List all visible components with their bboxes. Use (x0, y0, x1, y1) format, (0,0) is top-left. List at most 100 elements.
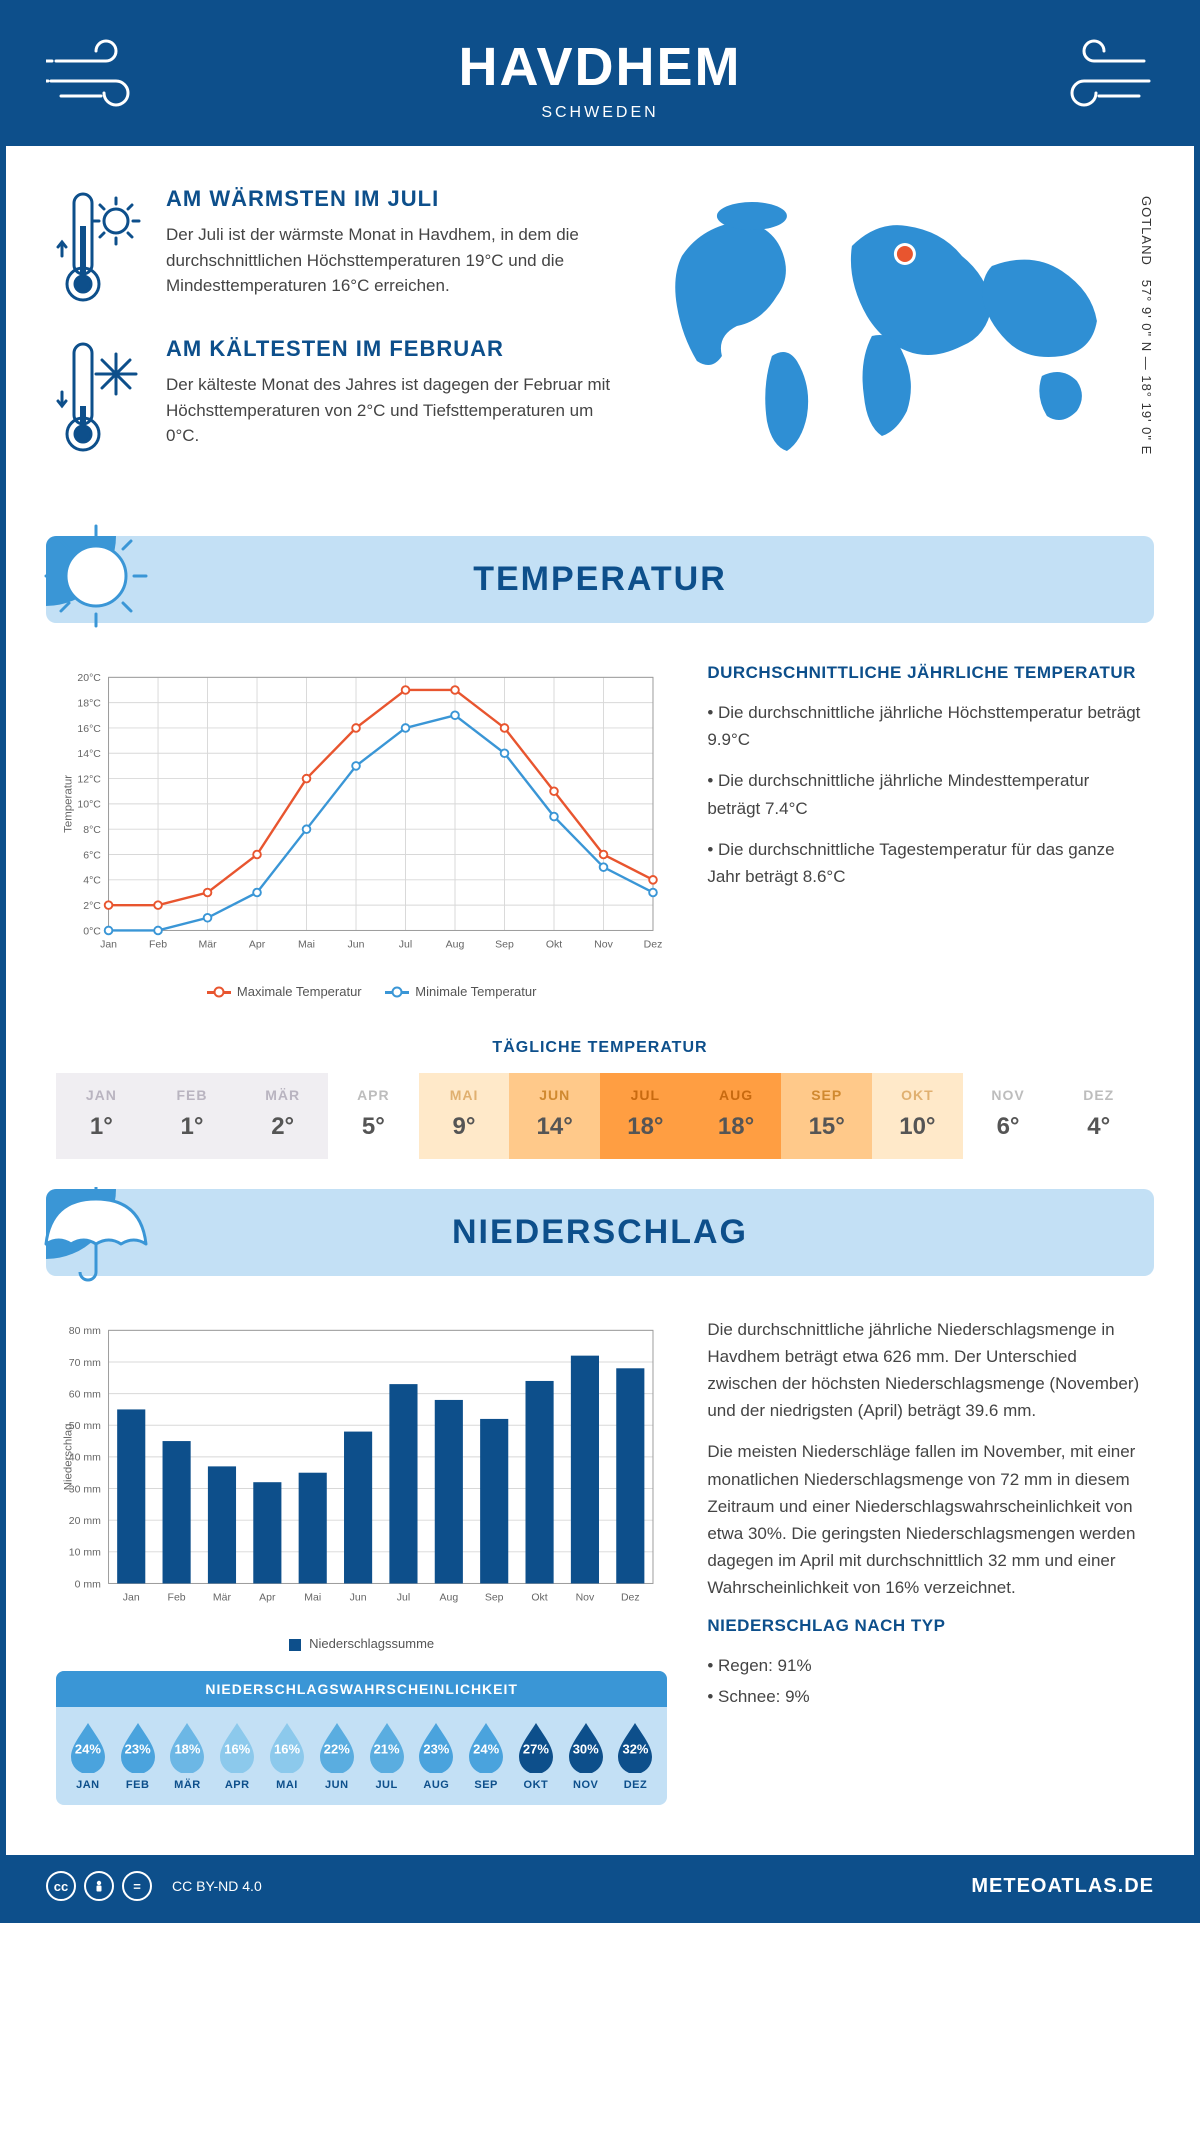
svg-text:Aug: Aug (439, 1591, 458, 1603)
svg-text:Niederschlag: Niederschlag (62, 1423, 74, 1490)
raindrop-icon: 16% (266, 1721, 308, 1773)
svg-text:Apr: Apr (259, 1591, 276, 1603)
daily-temp-cell: FEB1° (147, 1073, 238, 1159)
precip-type-bullet: • Regen: 91% (707, 1652, 1144, 1679)
page-footer: cc = CC BY-ND 4.0 METEOATLAS.DE (6, 1855, 1194, 1917)
svg-text:Jan: Jan (123, 1591, 140, 1603)
svg-text:Feb: Feb (168, 1591, 186, 1603)
temp-bullet: • Die durchschnittliche Tagestemperatur … (707, 836, 1144, 890)
highlight-coldest: AM KÄLTESTEN IM FEBRUAR Der kälteste Mon… (56, 336, 610, 456)
daily-temperature-table: JAN1°FEB1°MÄR2°APR5°MAI9°JUN14°JUL18°AUG… (56, 1073, 1144, 1159)
precip-prob-cell: 32% DEZ (612, 1721, 660, 1791)
svg-text:Nov: Nov (576, 1591, 595, 1603)
svg-text:60 mm: 60 mm (69, 1388, 101, 1400)
svg-text:80 mm: 80 mm (69, 1325, 101, 1337)
svg-text:Nov: Nov (594, 939, 613, 951)
temperature-summary: DURCHSCHNITTLICHE JÄHRLICHE TEMPERATUR •… (707, 663, 1144, 999)
precip-prob-cell: 21% JUL (363, 1721, 411, 1791)
daily-temp-cell: NOV6° (963, 1073, 1054, 1159)
svg-text:Jul: Jul (397, 1591, 410, 1603)
wind-icon (46, 36, 156, 116)
svg-text:Mai: Mai (298, 939, 315, 951)
raindrop-icon: 23% (117, 1721, 159, 1773)
nd-icon: = (122, 1871, 152, 1901)
svg-text:Okt: Okt (546, 939, 562, 951)
daily-temp-cell: SEP15° (781, 1073, 872, 1159)
raindrop-icon: 24% (465, 1721, 507, 1773)
svg-text:Jan: Jan (100, 939, 117, 951)
precip-type-heading: NIEDERSCHLAG NACH TYP (707, 1616, 1144, 1636)
coordinates-label: GOTLAND 57° 9' 0" N — 18° 19' 0" E (1139, 196, 1154, 455)
svg-text:8°C: 8°C (83, 824, 101, 836)
precip-para: Die durchschnittliche jährliche Niedersc… (707, 1316, 1144, 1425)
svg-text:16°C: 16°C (77, 723, 101, 735)
highlight-cold-title: AM KÄLTESTEN IM FEBRUAR (166, 336, 610, 362)
daily-temp-title: TÄGLICHE TEMPERATUR (6, 1039, 1194, 1057)
svg-text:10°C: 10°C (77, 799, 101, 811)
location-title: HAVDHEM (26, 36, 1174, 98)
by-icon (84, 1871, 114, 1901)
svg-text:2°C: 2°C (83, 900, 101, 912)
precip-prob-cell: 24% JAN (64, 1721, 112, 1791)
raindrop-icon: 16% (216, 1721, 258, 1773)
raindrop-icon: 23% (415, 1721, 457, 1773)
section-title-precipitation: NIEDERSCHLAG (66, 1213, 1134, 1252)
precip-prob-cell: 24% SEP (462, 1721, 510, 1791)
svg-text:Mär: Mär (213, 1591, 232, 1603)
svg-text:6°C: 6°C (83, 849, 101, 861)
precipitation-summary: Die durchschnittliche jährliche Niedersc… (707, 1316, 1144, 1806)
svg-text:20 mm: 20 mm (69, 1515, 101, 1527)
svg-text:Okt: Okt (531, 1591, 547, 1603)
svg-text:Jun: Jun (348, 939, 365, 951)
precip-type-bullet: • Schnee: 9% (707, 1683, 1144, 1710)
section-banner-precipitation: NIEDERSCHLAG (46, 1189, 1154, 1276)
highlight-warm-title: AM WÄRMSTEN IM JULI (166, 186, 610, 212)
precipitation-probability-box: NIEDERSCHLAGSWAHRSCHEINLICHKEIT 24% JAN … (56, 1671, 667, 1805)
thermometer-cold-icon (56, 336, 146, 456)
svg-text:4°C: 4°C (83, 875, 101, 887)
svg-text:Feb: Feb (149, 939, 167, 951)
temp-summary-heading: DURCHSCHNITTLICHE JÄHRLICHE TEMPERATUR (707, 663, 1144, 683)
svg-text:Dez: Dez (644, 939, 663, 951)
raindrop-icon: 21% (366, 1721, 408, 1773)
cc-icon: cc (46, 1871, 76, 1901)
license-badges: cc = CC BY-ND 4.0 (46, 1871, 262, 1901)
svg-text:0°C: 0°C (83, 925, 101, 937)
raindrop-icon: 24% (67, 1721, 109, 1773)
svg-text:Jul: Jul (399, 939, 412, 951)
svg-text:Temperatur: Temperatur (62, 775, 74, 833)
svg-text:Jun: Jun (350, 1591, 367, 1603)
daily-temp-cell: JUN14° (509, 1073, 600, 1159)
temp-chart-legend: Maximale Temperatur Minimale Temperatur (56, 984, 667, 999)
license-text: CC BY-ND 4.0 (172, 1878, 262, 1894)
raindrop-icon: 30% (565, 1721, 607, 1773)
precip-prob-cell: 16% MAI (263, 1721, 311, 1791)
precip-prob-cell: 27% OKT (512, 1721, 560, 1791)
precip-prob-cell: 23% AUG (412, 1721, 460, 1791)
precip-prob-cell: 30% NOV (562, 1721, 610, 1791)
temperature-line-chart: 0°C2°C4°C6°C8°C10°C12°C14°C16°C18°C20°CJ… (56, 663, 667, 969)
prob-title: NIEDERSCHLAGSWAHRSCHEINLICHKEIT (56, 1671, 667, 1707)
daily-temp-cell: JUL18° (600, 1073, 691, 1159)
svg-text:Sep: Sep (485, 1591, 504, 1603)
temp-bullet: • Die durchschnittliche jährliche Höchst… (707, 699, 1144, 753)
svg-text:12°C: 12°C (77, 773, 101, 785)
raindrop-icon: 32% (614, 1721, 656, 1773)
svg-text:20°C: 20°C (77, 672, 101, 684)
svg-text:Mär: Mär (198, 939, 217, 951)
section-title-temperature: TEMPERATUR (66, 560, 1134, 599)
raindrop-icon: 22% (316, 1721, 358, 1773)
thermometer-hot-icon (56, 186, 146, 306)
raindrop-icon: 18% (166, 1721, 208, 1773)
svg-text:18°C: 18°C (77, 697, 101, 709)
daily-temp-cell: DEZ4° (1053, 1073, 1144, 1159)
precip-prob-cell: 18% MÄR (164, 1721, 212, 1791)
daily-temp-cell: MÄR2° (237, 1073, 328, 1159)
svg-text:0 mm: 0 mm (75, 1578, 102, 1590)
wind-icon (1044, 36, 1154, 116)
daily-temp-cell: MAI9° (419, 1073, 510, 1159)
world-map-svg (640, 186, 1144, 466)
highlight-warm-text: Der Juli ist der wärmste Monat in Havdhe… (166, 222, 610, 299)
svg-text:Dez: Dez (621, 1591, 640, 1603)
daily-temp-cell: OKT10° (872, 1073, 963, 1159)
